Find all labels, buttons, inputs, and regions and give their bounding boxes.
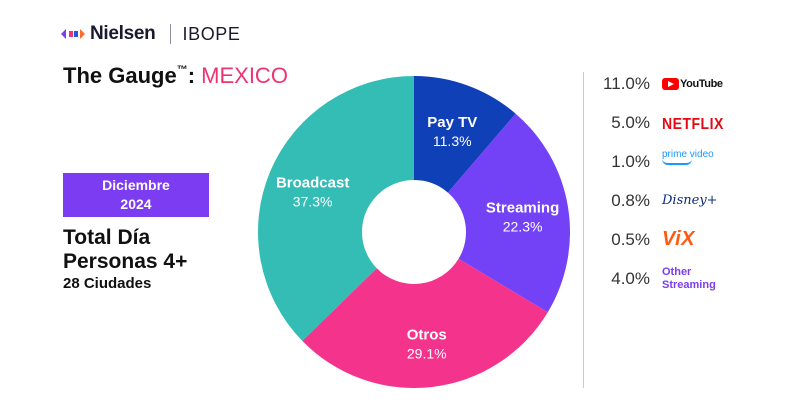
platform-value: 0.5% — [611, 229, 650, 249]
brand-divider — [169, 24, 171, 44]
vix-wordmark: ViX — [662, 228, 695, 250]
platform-row-disney-plus: 0.8% Disney+ — [590, 181, 800, 220]
slice-name-label: Broadcast — [276, 174, 349, 191]
slice-value-label: 22.3% — [503, 218, 543, 234]
nielsen-logo-icon — [61, 29, 85, 39]
youtube-wordmark: YouTube — [680, 77, 723, 90]
netflix-wordmark: NETFLIX — [662, 113, 724, 132]
title-trademark: ™ — [176, 64, 188, 76]
audience-daypart: Total Día — [63, 226, 151, 249]
platform-row-prime-video: 1.0% prime video — [590, 142, 800, 181]
brand-partner: IBOPE — [182, 23, 241, 44]
platform-value: 5.0% — [611, 112, 650, 132]
slice-name-label: Pay TV — [427, 114, 477, 131]
period-year: 2024 — [120, 196, 152, 212]
platform-row-netflix: 5.0% NETFLIX — [590, 103, 800, 142]
slice-streaming — [447, 113, 570, 313]
platform-value: 4.0% — [611, 268, 650, 288]
slice-broadcast — [257, 76, 414, 341]
vix-logo-icon: ViX — [662, 228, 695, 252]
title-country: MEXICO — [201, 63, 288, 88]
slice-value-label: 29.1% — [407, 345, 447, 361]
title-main: The Gauge — [63, 63, 177, 88]
title-separator: : — [187, 63, 202, 88]
audience-demo: Personas 4+ — [63, 250, 188, 273]
platform-value: 0.8% — [611, 190, 650, 210]
period-badge: Diciembre 2024 — [63, 173, 209, 217]
disney-plus-logo-icon: Disney+ — [662, 189, 718, 213]
slice-pay-tv — [414, 76, 516, 193]
platform-value: 11.0% — [603, 73, 650, 93]
platform-row-vix: 0.5% ViX — [590, 220, 800, 259]
brand-name: Nielsen — [90, 23, 156, 44]
slice-value-label: 11.3% — [433, 133, 472, 149]
slice-name-label: Otros — [407, 326, 447, 343]
platform-row-other-streaming: 4.0% Other Streaming — [590, 259, 800, 298]
breakdown-divider — [583, 72, 584, 388]
audience-market: 28 Ciudades — [63, 275, 152, 292]
period-month: Diciembre — [102, 177, 170, 193]
other-streaming-label: Other Streaming — [662, 265, 716, 291]
slice-name-label: Streaming — [486, 199, 559, 216]
youtube-logo-icon: YouTube — [662, 72, 723, 96]
netflix-logo-icon: NETFLIX — [662, 111, 724, 135]
brand-header: Nielsen IBOPE — [60, 22, 241, 46]
page-title: The Gauge™: MEXICO — [63, 63, 288, 89]
slice-value-label: 37.3% — [293, 193, 333, 209]
prime-video-wordmark: prime video — [662, 148, 714, 160]
platform-value: 1.0% — [611, 151, 650, 171]
disney-plus-wordmark: Disney+ — [662, 193, 718, 208]
platform-row-youtube: 11.0% YouTube — [590, 64, 800, 103]
prime-video-logo-icon: prime video — [662, 148, 714, 174]
streaming-breakdown: 11.0% YouTube 5.0% NETFLIX 1.0% prime vi… — [590, 64, 800, 298]
slice-otros — [302, 258, 548, 389]
audience-info: Total Día Personas 4+ 28 Ciudades — [63, 226, 187, 294]
